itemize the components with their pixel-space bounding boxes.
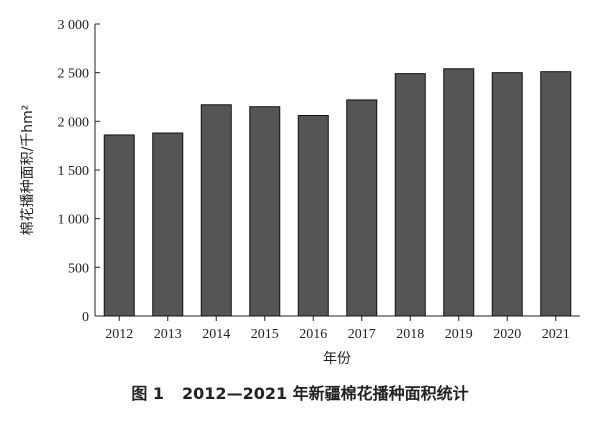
y-tick-label: 0 — [82, 310, 89, 325]
x-tick-label: 2017 — [348, 327, 376, 342]
bar-2019 — [443, 68, 475, 317]
x-tick-label: 2018 — [396, 327, 424, 342]
x-tick-label: 2019 — [445, 327, 473, 342]
bar-2018 — [394, 73, 426, 317]
bar-2016 — [297, 114, 329, 317]
x-tick-label: 2020 — [493, 327, 521, 342]
y-axis: 0 500 1 000 1 500 2 000 2 500 3 000 — [58, 18, 100, 325]
x-axis: 2012 2013 2014 2015 2016 2017 2018 2019 2020 2021 — [95, 315, 580, 342]
chart-area: 0 500 1 000 1 500 2 000 2 500 3 000 2012 2013 20… — [19, 18, 580, 367]
y-tick-label: 1 500 — [58, 164, 90, 179]
bar-2021 — [540, 71, 572, 317]
x-tick-label: 2021 — [542, 327, 570, 342]
x-tick-label: 2015 — [251, 327, 279, 342]
y-tick-label: 1 000 — [58, 213, 90, 228]
y-tick-label: 2 500 — [58, 67, 90, 82]
figure-number: 图 1 — [131, 384, 165, 403]
x-tick-label: 2016 — [299, 327, 327, 342]
bar-2013 — [152, 132, 184, 317]
bar-2020 — [491, 72, 523, 317]
bar-2014 — [200, 104, 232, 317]
x-axis-label: 年份 — [323, 351, 351, 367]
figure-title: 2012—2021 年新疆棉花播种面积统计 — [182, 384, 469, 403]
y-tick-label: 3 000 — [58, 18, 90, 33]
figure-caption: 图 1 2012—2021 年新疆棉花播种面积统计 — [0, 380, 600, 404]
bar-2017 — [346, 99, 378, 317]
y-tick-label: 500 — [68, 261, 89, 276]
y-tick-label: 2 000 — [58, 115, 90, 130]
bars — [103, 68, 572, 317]
bar-2012 — [103, 134, 135, 317]
y-axis-label: 棉花播种面积/千hm² — [19, 105, 36, 236]
x-tick-label: 2012 — [105, 327, 133, 342]
x-tick-label: 2013 — [154, 327, 182, 342]
x-tick-label: 2014 — [202, 327, 230, 342]
bar-2015 — [249, 106, 281, 317]
